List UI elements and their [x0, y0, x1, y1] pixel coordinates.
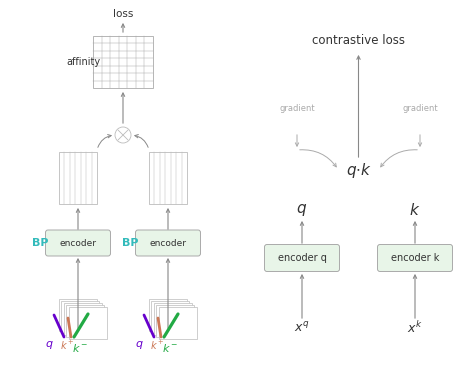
Text: encoder: encoder: [149, 238, 186, 247]
Bar: [159, 307, 197, 339]
Bar: [93, 36, 153, 88]
Bar: [154, 303, 192, 335]
Bar: [66, 305, 104, 337]
Text: $k^+$: $k^+$: [150, 338, 164, 352]
Text: $k^+$: $k^+$: [60, 338, 74, 352]
Text: $\mathit{q}$: $\mathit{q}$: [45, 339, 53, 351]
Bar: [62, 301, 100, 333]
Bar: [69, 307, 107, 339]
Text: gradient: gradient: [279, 103, 315, 112]
Text: $x^q$: $x^q$: [294, 321, 310, 335]
Text: contrastive loss: contrastive loss: [312, 33, 405, 47]
Text: $k^-$: $k^-$: [162, 342, 178, 354]
FancyBboxPatch shape: [136, 230, 201, 256]
Text: BP: BP: [122, 238, 138, 248]
Text: $q$: $q$: [296, 202, 308, 218]
FancyBboxPatch shape: [377, 245, 453, 272]
Bar: [152, 301, 190, 333]
Text: gradient: gradient: [402, 103, 438, 112]
Text: encoder k: encoder k: [391, 253, 439, 263]
Text: encoder: encoder: [60, 238, 97, 247]
Text: encoder q: encoder q: [278, 253, 327, 263]
Text: $k$: $k$: [410, 202, 420, 218]
Text: $x^k$: $x^k$: [407, 320, 423, 336]
FancyBboxPatch shape: [46, 230, 110, 256]
Bar: [64, 303, 102, 335]
Bar: [149, 299, 187, 331]
Text: $\mathit{q}$: $\mathit{q}$: [135, 339, 143, 351]
FancyBboxPatch shape: [264, 245, 339, 272]
Bar: [59, 299, 97, 331]
Bar: [59, 152, 97, 204]
Bar: [149, 152, 187, 204]
Text: $q{\cdot}k$: $q{\cdot}k$: [346, 161, 372, 179]
Text: affinity: affinity: [66, 57, 100, 67]
Text: BP: BP: [32, 238, 48, 248]
Text: loss: loss: [113, 9, 133, 19]
Text: $k^-$: $k^-$: [72, 342, 88, 354]
Bar: [156, 305, 194, 337]
